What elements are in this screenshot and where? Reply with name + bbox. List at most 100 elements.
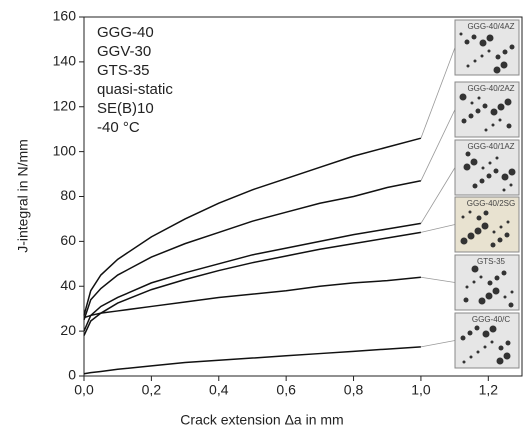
micrograph-particle [483,345,487,349]
y-tick-label: 80 [60,187,76,203]
leader-line [420,224,456,233]
micrograph-particle [493,66,501,74]
micrograph-particle [504,98,512,106]
micrograph-particle [473,59,477,63]
micrograph-particle [475,108,481,114]
x-tick-label: 0,2 [142,382,162,398]
line-series [83,276,421,319]
micrograph-particle [478,297,486,305]
micrograph-particle [471,265,479,273]
annotation: GTS-35 [97,62,150,79]
micrograph-particle [468,113,474,119]
leader-line [420,109,456,181]
micrograph-particle [483,210,489,216]
micrograph-particle [492,230,496,234]
line-series [83,346,421,375]
micrograph-label: GGG-40/C [472,315,510,324]
micrograph-particle [460,335,466,341]
micrograph-particle [459,32,463,36]
y-tick-label: 100 [53,142,77,158]
y-axis-label: J-integral in N/mm [15,139,31,253]
micrograph-particle [510,290,514,294]
micrograph-particle [466,64,470,68]
micrograph-particle [463,163,471,171]
micrograph-particle [497,103,505,111]
micrograph-particle [479,178,485,184]
micrograph-particle [467,330,473,336]
y-tick-label: 120 [53,97,77,113]
micrograph-particle [486,34,494,42]
y-tick-label: 160 [53,8,77,24]
line-series [83,180,422,321]
micrograph-particle [489,325,497,333]
micrograph-particle [479,275,483,279]
micrograph-particle [471,34,477,40]
micrograph-particle [495,156,499,160]
micrograph-particle [503,295,507,299]
annotation: quasi-static [97,81,173,98]
micrograph-particle [481,222,489,230]
micrograph-particle [501,173,509,181]
micrograph-particle [479,39,487,47]
micrograph-particle [508,302,514,308]
leader-line [420,340,456,348]
micrograph-particle [490,340,494,344]
micrograph-particle [465,151,471,157]
micrograph-particle [496,357,504,365]
micrograph-particle [504,232,510,238]
micrograph-particle [499,225,503,229]
micrograph-particle [461,118,467,124]
micrograph-particle [498,118,502,122]
micrograph-particle [465,285,469,289]
micrograph-particle [474,325,480,331]
micrograph-particle [493,168,499,174]
x-tick-label: 1,2 [479,382,499,398]
micrograph-particle [492,287,500,295]
micrograph-label: GGG-40/2SG [467,199,515,208]
leader-line [420,47,456,139]
micrograph-particle [497,237,503,243]
micrograph-particle [502,188,506,192]
micrograph-particle [467,232,475,240]
micrograph-label: GGG-40/1AZ [467,142,514,151]
micrograph-particle [470,158,478,166]
micrograph-particle [498,345,504,351]
x-tick-label: 1,0 [411,382,431,398]
micrograph-particle [484,128,488,132]
micrograph-particle [509,44,515,50]
micrograph-particle [509,183,513,187]
micrograph-particle [476,215,482,221]
micrograph-label: GGG-40/4AZ [467,22,514,31]
micrograph-particle [495,54,501,60]
micrograph-particle [505,340,511,346]
annotation: GGG-40 [97,24,154,41]
y-tick-label: 140 [53,53,77,69]
micrograph-particle [469,355,473,359]
micrograph-particle [490,242,496,248]
micrograph-particle [487,280,493,286]
micrograph-particle [494,275,500,281]
annotation: SE(B)10 [97,100,154,117]
micrograph [454,19,520,76]
micrograph-particle [470,101,474,105]
micrograph-label: GTS-35 [477,257,506,266]
micrograph-particle [463,297,469,303]
micrograph-particle [503,352,511,360]
micrograph-particle [462,360,466,364]
micrograph-particle [459,93,467,101]
line-series [83,137,422,316]
micrograph-particle [472,183,478,189]
micrograph-particle [476,350,480,354]
micrograph-particle [490,108,498,116]
micrograph-particle [502,49,508,55]
micrograph-label: GGG-40/2AZ [467,84,514,93]
line-series [83,222,422,332]
x-tick-label: 0,0 [74,382,94,398]
micrograph-particle [500,61,508,69]
micrograph-particle [501,270,507,276]
micrograph-particle [461,215,465,219]
y-tick-label: 20 [60,322,76,338]
micrograph-particle [488,161,492,165]
micrograph-particle [468,210,472,214]
